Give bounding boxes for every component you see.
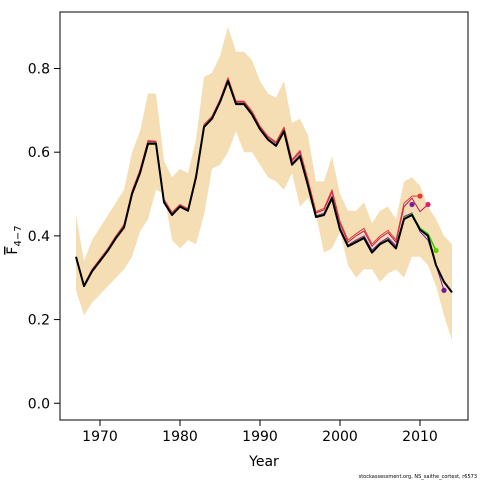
terminal-point	[441, 287, 447, 293]
x-tick-label: 1970	[82, 429, 118, 445]
x-tick-label: 2010	[402, 429, 438, 445]
y-axis-title-group: F4−7	[5, 225, 24, 254]
terminal-point	[433, 247, 439, 254]
confidence-band	[76, 26, 452, 341]
confidence-band-layer	[76, 26, 452, 341]
series-line	[75, 77, 420, 286]
x-axis-title: Year	[248, 454, 279, 470]
x-tick-label: 1990	[242, 429, 278, 445]
terminal-points-layer	[409, 193, 447, 293]
y-tick-label: 0.8	[28, 61, 50, 77]
series-line	[75, 80, 453, 294]
y-axis-title: F4−7	[5, 225, 24, 254]
y-tick-label: 0.0	[28, 396, 50, 412]
y-axis-title-main: F	[5, 247, 21, 255]
terminal-point	[409, 201, 415, 208]
x-axis: 1970 1980 1990 2000 2010	[82, 420, 438, 445]
credit-text: stockassessment.org, NS_saithe_cortest, …	[359, 474, 477, 480]
x-tick-label: 1980	[162, 429, 198, 445]
terminal-point	[425, 201, 431, 208]
plot-frame	[59, 11, 469, 421]
y-tick-label: 0.2	[28, 313, 50, 329]
y-tick-label: 0.6	[28, 145, 50, 161]
series-layer	[75, 77, 453, 294]
x-tick-label: 2000	[322, 429, 358, 445]
y-axis-title-subscript: 4−7	[13, 225, 24, 246]
y-tick-label: 0.4	[28, 229, 50, 245]
terminal-point	[417, 193, 423, 199]
y-axis: 0.0 0.2 0.4 0.6 0.8	[28, 61, 60, 412]
